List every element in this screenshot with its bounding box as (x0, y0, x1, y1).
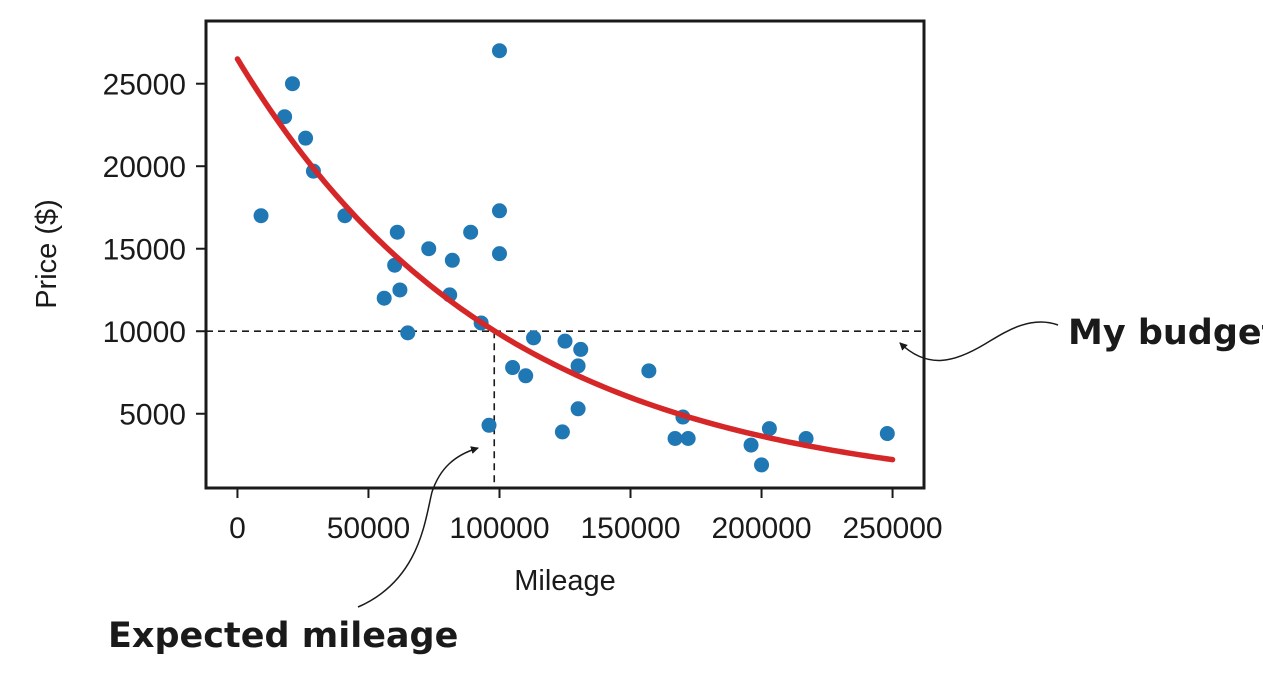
data-point (376, 290, 392, 306)
data-point (284, 76, 300, 92)
data-point (518, 368, 534, 384)
y-axis-ticks: 5000 10000 15000 20000 25000 (103, 69, 206, 432)
data-point (573, 341, 589, 357)
x-tick-label: 200000 (711, 512, 811, 545)
y-tick-label: 25000 (103, 69, 186, 102)
data-point (463, 224, 479, 240)
fit-curve (234, 56, 896, 463)
data-point (444, 252, 460, 268)
data-point (491, 43, 507, 59)
data-point (570, 401, 586, 417)
reference-lines (206, 330, 924, 488)
data-point (743, 437, 759, 453)
data-point (491, 203, 507, 219)
mileage-annotation-label: Expected mileage (108, 616, 458, 656)
fit-curve-group (234, 56, 896, 463)
x-tick-label: 100000 (449, 512, 549, 545)
x-axis-title: Mileage (514, 565, 616, 597)
y-tick-label: 20000 (103, 151, 186, 184)
data-point (298, 130, 314, 146)
budget-annotation-arrow (899, 321, 1059, 362)
data-point (879, 426, 895, 442)
data-point (680, 430, 696, 446)
y-tick-label: 10000 (103, 316, 186, 349)
plot-frame (204, 19, 926, 490)
y-tick-label: 5000 (119, 399, 186, 432)
data-point (761, 421, 777, 437)
x-tick-label: 150000 (580, 512, 680, 545)
data-point (641, 363, 657, 379)
data-point (392, 282, 408, 298)
x-axis-ticks: 0 50000 100000 150000 200000 250000 (229, 488, 943, 545)
data-point (526, 330, 542, 346)
data-point (754, 457, 770, 473)
data-point (421, 241, 437, 257)
scatter-points (253, 43, 895, 473)
x-tick-label: 0 (229, 512, 246, 545)
budget-annotation-label: My budget (1068, 313, 1263, 353)
data-point (253, 208, 269, 224)
x-tick-label: 50000 (327, 512, 410, 545)
data-point (389, 224, 405, 240)
data-point (667, 430, 683, 446)
data-point (557, 333, 573, 349)
data-point (400, 325, 416, 341)
data-point (505, 360, 521, 376)
data-point (570, 358, 586, 374)
y-axis-title: Price ($) (31, 199, 63, 309)
mileage-annotation-arrow (357, 446, 479, 608)
data-point (491, 246, 507, 262)
x-tick-label: 250000 (843, 512, 943, 545)
data-point (554, 424, 570, 440)
data-point (481, 417, 497, 433)
y-tick-label: 15000 (103, 234, 186, 267)
